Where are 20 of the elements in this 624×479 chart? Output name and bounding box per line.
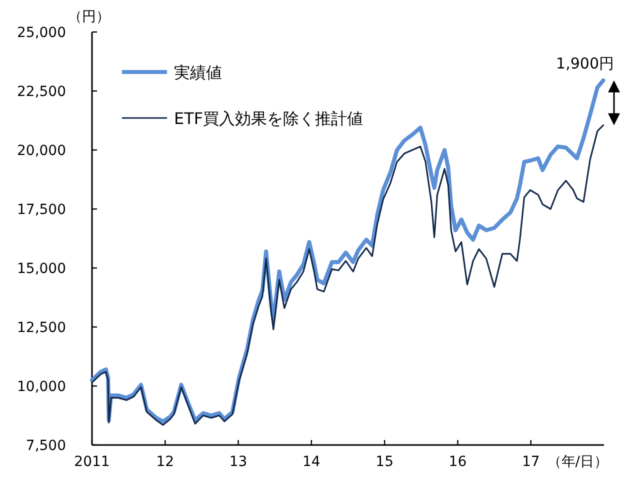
y-tick-label: 10,000 (17, 379, 66, 395)
y-tick-label: 22,500 (17, 84, 66, 100)
x-tick-label: 2011 (74, 454, 110, 470)
y-tick-label: 25,000 (17, 25, 66, 41)
x-tick-label: 16 (448, 454, 467, 470)
x-axis-title: （年/日） (547, 454, 608, 470)
annotation: 1,900円 (556, 54, 614, 72)
x-tick-label: 14 (302, 454, 320, 470)
y-tick-label: 7,500 (26, 438, 66, 454)
x-tick-label: 12 (156, 454, 174, 470)
y-tick-label: 17,500 (17, 202, 66, 218)
x-tick-label: 15 (376, 454, 394, 470)
legend-label: 実績値 (174, 63, 222, 82)
y-axis-title: （円） (68, 9, 110, 25)
y-tick-label: 15,000 (17, 261, 66, 277)
y-tick-label: 20,000 (17, 143, 66, 159)
y-tick-label: 12,500 (17, 320, 66, 336)
x-tick-label: 17 (522, 454, 540, 470)
x-tick-label: 13 (229, 454, 248, 470)
legend-label: ETF買入効果を除く推計値 (174, 109, 364, 128)
